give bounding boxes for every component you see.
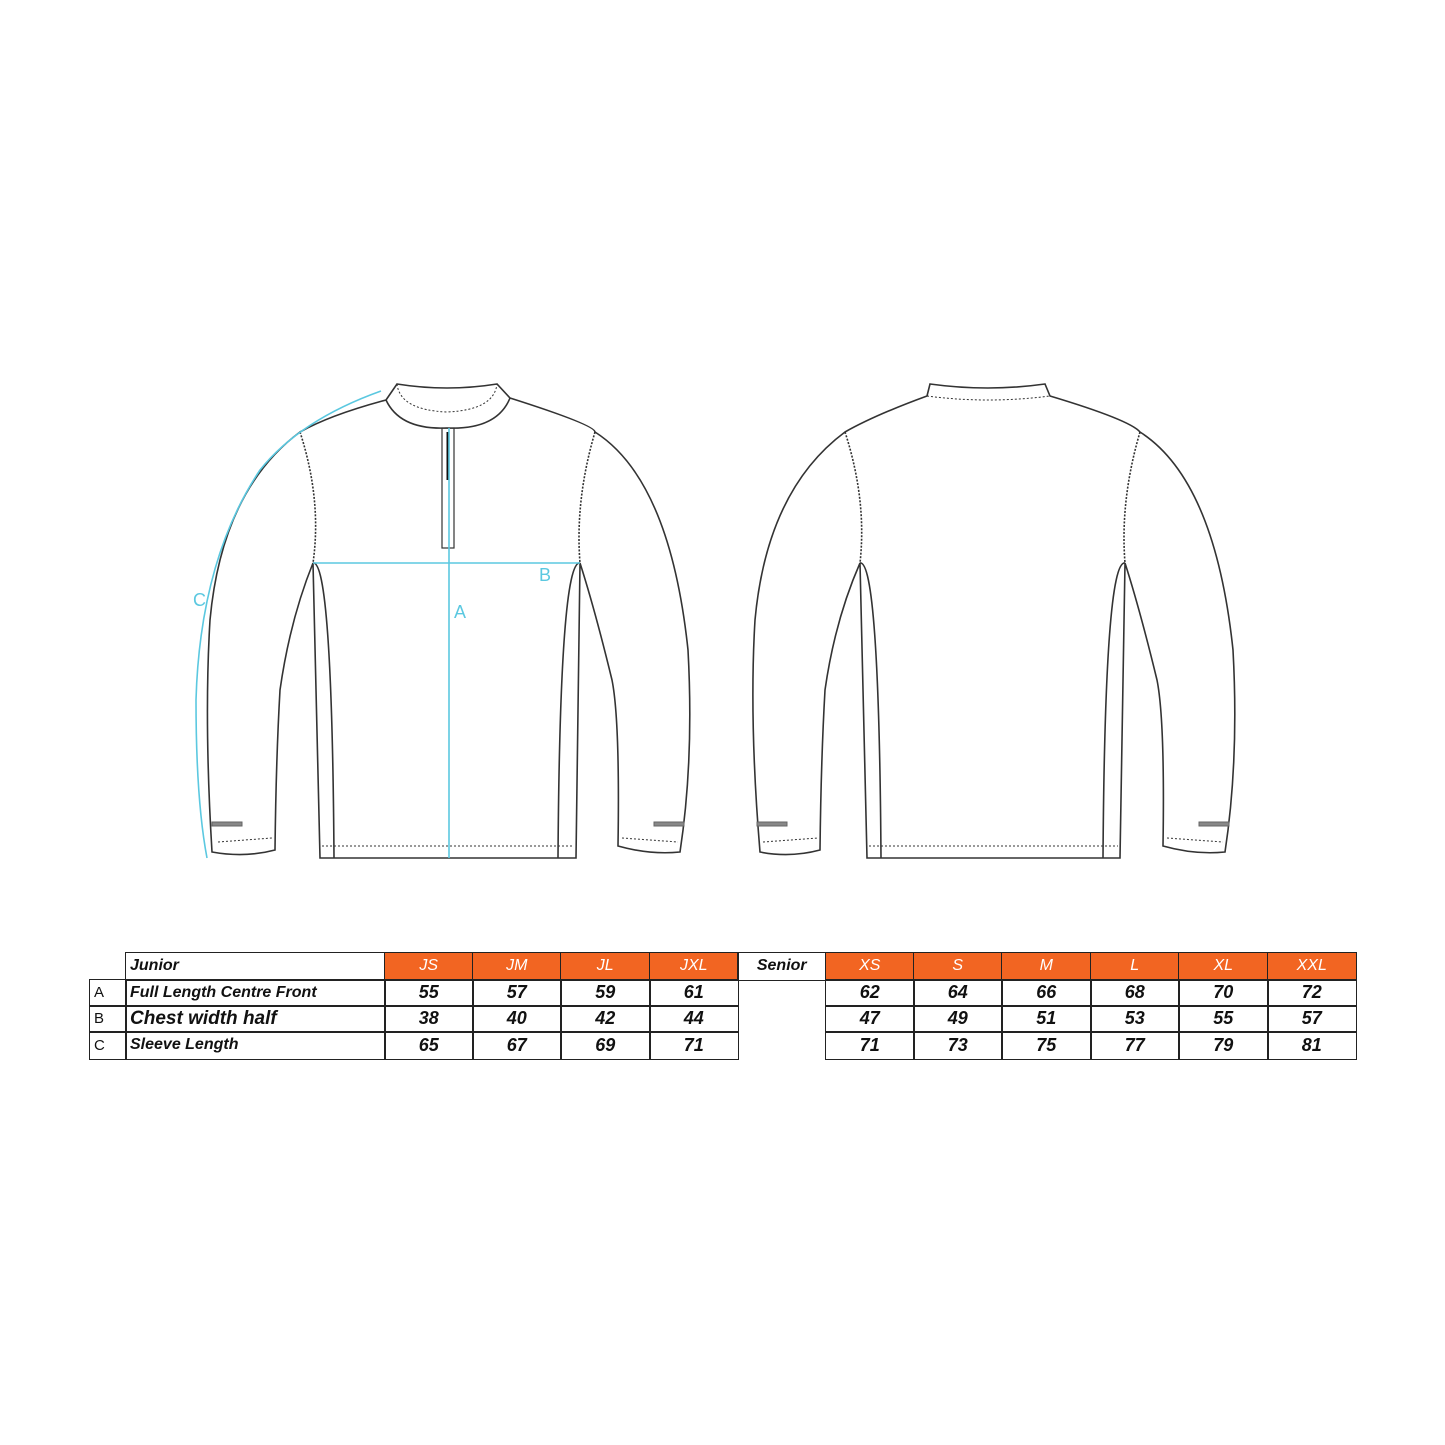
size-header-xxl: XXL [1267,952,1357,981]
row-letter: B [89,1005,127,1033]
junior-value-cell: 65 [384,1031,474,1060]
size-header-l: L [1090,952,1180,981]
junior-value-cell: 67 [472,1031,562,1060]
junior-value-cell: 69 [560,1031,651,1060]
junior-value-cell: 57 [472,979,562,1007]
junior-header: Junior [125,952,386,981]
senior-value-cell: 72 [1267,979,1357,1007]
size-header-m: M [1001,952,1092,981]
junior-value-cell: 55 [384,979,474,1007]
senior-value-cell: 79 [1178,1031,1269,1060]
row-letter: C [89,1031,127,1060]
measure-a-label: A [454,602,467,622]
senior-value-cell: 66 [1001,979,1092,1007]
senior-header: Senior [737,952,827,981]
senior-value-cell: 53 [1090,1005,1180,1033]
row-label: Chest width half [125,1005,386,1033]
row-letter: A [89,979,127,1007]
size-header-xl: XL [1178,952,1269,981]
senior-value-cell: 71 [825,1031,915,1060]
senior-value-cell: 68 [1090,979,1180,1007]
senior-value-cell: 47 [825,1005,915,1033]
senior-value-cell: 70 [1178,979,1269,1007]
size-header-jl: JL [560,952,651,981]
senior-value-cell: 57 [1267,1005,1357,1033]
measure-c-label: C [193,590,206,610]
measure-lines [195,390,580,859]
senior-value-cell: 75 [1001,1031,1092,1060]
senior-value-cell: 51 [1001,1005,1092,1033]
measure-c-line [195,390,382,859]
row-label: Full Length Centre Front [125,979,386,1007]
front-view-shirt [206,383,691,859]
senior-value-cell: 81 [1267,1031,1357,1060]
junior-value-cell: 71 [649,1031,739,1060]
junior-value-cell: 40 [472,1005,562,1033]
size-header-js: JS [384,952,474,981]
size-header-jxl: JXL [649,952,739,981]
senior-value-cell: 55 [1178,1005,1269,1033]
senior-value-cell: 49 [913,1005,1003,1033]
senior-value-cell: 73 [913,1031,1003,1060]
row-label: Sleeve Length [125,1031,386,1060]
senior-value-cell: 77 [1090,1031,1180,1060]
junior-value-cell: 44 [649,1005,739,1033]
junior-value-cell: 38 [384,1005,474,1033]
senior-value-cell: 62 [825,979,915,1007]
senior-value-cell: 64 [913,979,1003,1007]
junior-value-cell: 42 [560,1005,651,1033]
back-view-shirt [752,383,1236,859]
measure-b-label: B [539,565,552,585]
junior-value-cell: 59 [560,979,651,1007]
junior-value-cell: 61 [649,979,739,1007]
size-header-jm: JM [472,952,562,981]
size-header-s: S [913,952,1003,981]
size-header-xs: XS [825,952,915,981]
